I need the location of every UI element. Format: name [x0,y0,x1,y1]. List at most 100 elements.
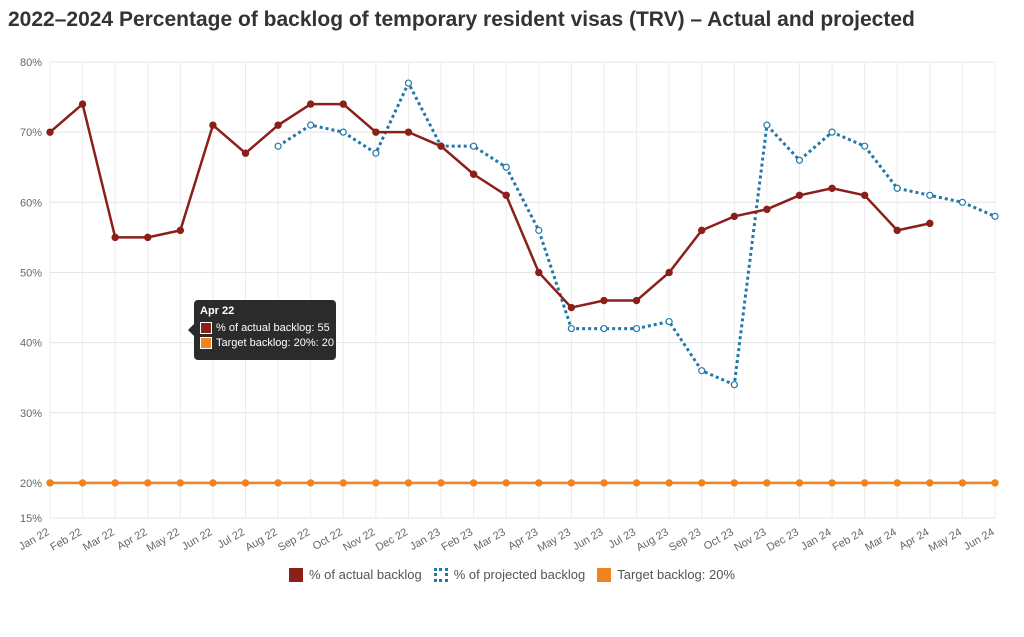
data-point-2[interactable] [209,479,217,487]
legend-label-target: Target backlog: 20% [617,567,736,582]
data-point-2[interactable] [665,479,673,487]
data-point-0[interactable] [372,128,380,136]
data-point-1[interactable] [307,121,315,129]
data-point-0[interactable] [306,100,315,108]
x-tick-label: Jun 24 [962,526,997,553]
legend-swatch-target [597,567,612,582]
data-point-1[interactable] [535,226,543,234]
data-point-2[interactable] [144,479,152,487]
data-point-2[interactable] [632,479,641,487]
data-point-2[interactable] [306,479,315,487]
data-point-0[interactable] [600,296,608,305]
data-point-1[interactable] [958,198,967,206]
data-point-1[interactable] [991,212,999,220]
data-point-1[interactable] [893,184,901,192]
data-point-2[interactable] [502,479,510,487]
data-point-0[interactable] [78,100,87,108]
data-point-1[interactable] [632,324,641,333]
data-point-1[interactable] [828,128,836,136]
y-tick-label: 40% [20,338,42,350]
data-point-0[interactable] [535,268,543,277]
tooltip: Apr 22 % of actual backlog: 55 Target ba… [188,300,336,360]
data-point-0[interactable] [698,226,706,235]
data-point-2[interactable] [437,479,445,487]
data-point-0[interactable] [339,100,347,108]
data-point-0[interactable] [567,303,576,312]
data-point-1[interactable] [795,156,804,164]
data-point-2[interactable] [241,479,250,487]
data-point-1[interactable] [339,128,347,136]
data-point-2[interactable] [991,479,999,487]
data-point-2[interactable] [600,479,608,487]
data-point-2[interactable] [404,479,413,487]
tooltip-text-target: Target backlog: 20%: 20 [216,337,335,349]
data-point-0[interactable] [404,128,413,136]
data-point-2[interactable] [795,479,804,487]
data-point-0[interactable] [893,226,901,235]
data-point-2[interactable] [698,479,706,487]
data-point-2[interactable] [372,479,380,487]
data-point-0[interactable] [763,205,771,214]
data-point-2[interactable] [860,479,869,487]
data-point-0[interactable] [502,191,510,199]
data-point-2[interactable] [46,479,54,487]
data-point-1[interactable] [372,149,380,157]
data-point-1[interactable] [600,324,608,333]
data-point-2[interactable] [730,479,739,487]
data-point-2[interactable] [176,479,185,487]
x-tick-label: Mar 22 [81,526,117,554]
data-point-2[interactable] [78,479,87,487]
data-point-0[interactable] [665,268,673,277]
data-point-0[interactable] [437,142,445,150]
legend-item-projected[interactable]: % of projected backlog [433,567,585,582]
data-point-2[interactable] [763,479,771,487]
data-point-1[interactable] [470,142,478,150]
data-point-2[interactable] [111,479,119,487]
data-point-0[interactable] [632,296,641,305]
data-point-2[interactable] [567,479,576,487]
data-point-2[interactable] [535,479,543,487]
tooltip-swatch-actual [200,322,212,334]
data-point-2[interactable] [339,479,347,487]
data-point-1[interactable] [730,381,738,389]
x-tick-label: Jun 23 [571,526,606,553]
x-tick-label: Sep 22 [276,526,312,554]
y-tick-label: 70% [20,127,42,139]
data-point-0[interactable] [176,226,185,235]
data-point-1[interactable] [698,367,706,375]
data-point-0[interactable] [274,121,282,129]
data-point-0[interactable] [111,233,119,242]
data-point-2[interactable] [274,479,282,487]
data-point-1[interactable] [926,191,934,199]
data-point-2[interactable] [893,479,901,487]
tooltip-row-target: Target backlog: 20%: 20 [200,337,334,349]
data-point-2[interactable] [958,479,967,487]
data-point-0[interactable] [730,212,739,221]
data-point-0[interactable] [209,121,217,129]
data-point-1[interactable] [567,324,575,333]
data-point-0[interactable] [144,233,152,242]
data-point-2[interactable] [828,479,836,487]
data-point-1[interactable] [665,317,673,326]
x-tick-label: Jan 24 [799,526,834,553]
legend-item-target[interactable]: Target backlog: 20% [597,567,735,582]
data-point-2[interactable] [926,479,934,487]
data-point-0[interactable] [828,184,836,192]
data-point-1[interactable] [404,79,413,87]
data-point-2[interactable] [469,479,478,487]
data-point-1[interactable] [763,121,771,129]
y-tick-label: 80% [20,57,42,69]
data-point-0[interactable] [860,191,869,199]
data-point-0[interactable] [795,191,804,199]
data-point-0[interactable] [926,219,934,228]
data-point-0[interactable] [241,149,250,157]
data-point-1[interactable] [274,142,282,150]
data-point-0[interactable] [46,128,54,136]
x-tick-label: Nov 23 [732,526,768,554]
x-tick-label: Jan 22 [17,526,52,553]
data-point-0[interactable] [469,170,478,178]
legend-item-actual[interactable]: % of actual backlog [288,567,422,582]
data-point-1[interactable] [502,163,510,171]
x-tick-label: Jan 23 [408,526,443,553]
data-point-1[interactable] [861,142,869,150]
